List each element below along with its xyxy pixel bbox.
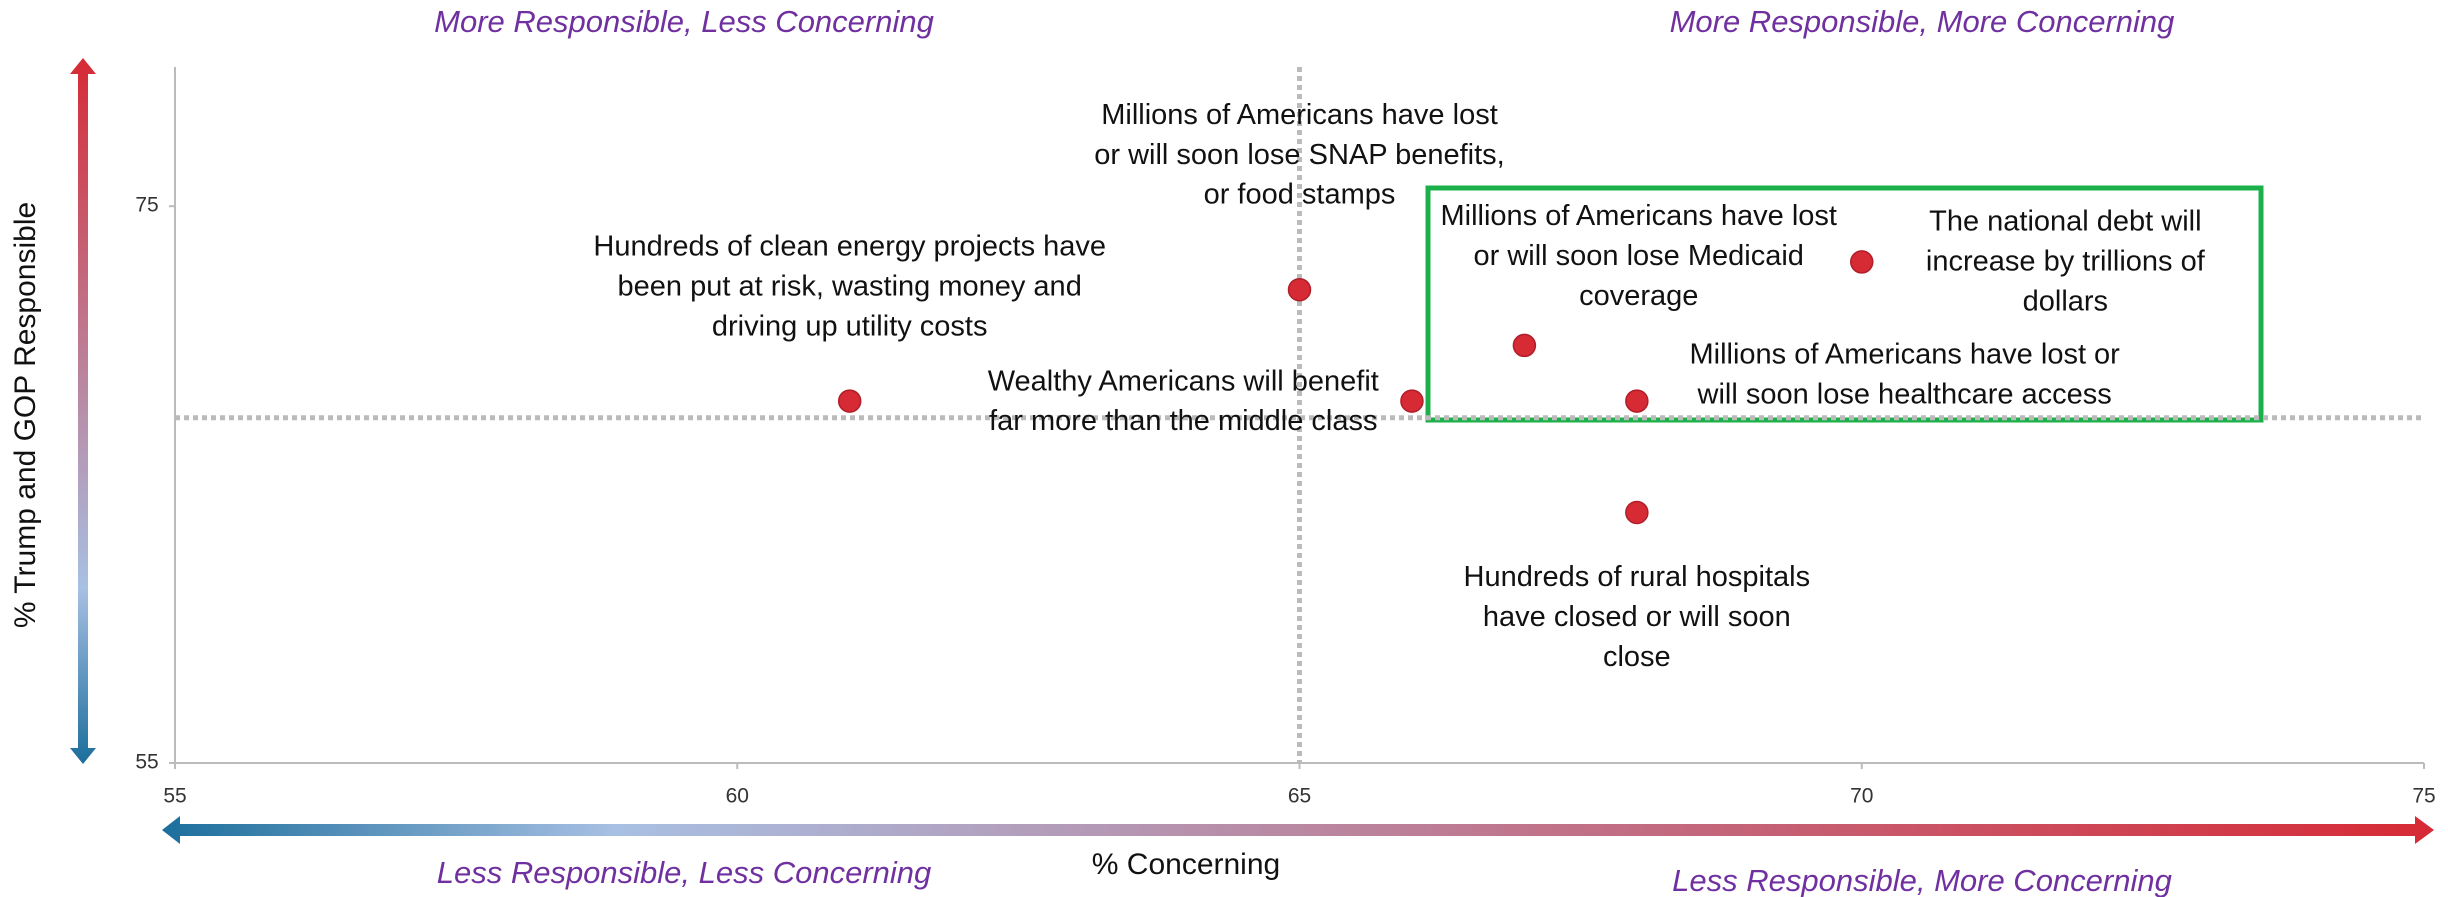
point [1625,500,1649,525]
point [837,389,862,413]
quadrant-label: More Responsible, Less Concerning [434,4,934,39]
label-line: Millions of Americans have lost or [1690,338,2121,370]
label-line: Wealthy Americans will benefit [988,365,1379,397]
point [1512,333,1537,358]
x-tick-label: 65 [1288,785,1311,808]
x-arrow [162,816,2434,844]
point-label: Hundreds of rural hospitals have closed o… [1464,561,1811,673]
label-line: coverage [1579,280,1698,312]
label-line: or food stamps [1204,178,1396,210]
point [1850,250,1874,274]
quadrant-label: Less Responsible, Less Concerning [437,855,932,890]
point [1400,389,1424,413]
label-line: far more than the middle class [989,405,1377,437]
quadrant-label: More Responsible, More Concerning [1670,4,2175,39]
point-label: Wealthy Americans will benefit far more t… [988,365,1379,437]
point-label: Hundreds of clean energy projects have be… [593,230,1106,342]
label-line: have closed or will soon [1483,601,1791,633]
point-label: Millions of Americans have lost or will s… [1094,99,1505,211]
label-line: Millions of Americans have lost [1440,200,1837,232]
label-line: will soon lose healthcare access [1697,378,2112,410]
quadrant-label: Less Responsible, More Concerning [1672,863,2172,897]
label-line: Hundreds of clean energy projects have [593,230,1106,262]
x-tick-label: 75 [2412,785,2435,808]
x-tick-label: 55 [163,785,186,808]
x-axis-title: % Concerning [1092,848,1280,881]
y-arrow [70,58,96,764]
point-label: The national debt will increase by trilli… [1926,205,2206,317]
y-tick-label: 75 [135,194,158,217]
point-label: Millions of Americans have lost or will s… [1440,200,1837,312]
y-axis-title: % Trump and GOP Responsible [9,202,42,628]
label-line: Millions of Americans have lost [1101,99,1498,131]
point [1625,389,1649,413]
x-tick-label: 60 [726,785,749,808]
point-label: Millions of Americans have lost or will s… [1690,338,2121,410]
y-tick-label: 55 [135,751,158,774]
label-line: or will soon lose Medicaid [1474,240,1804,272]
x-tick-label: 70 [1850,785,1873,808]
label-line: dollars [2023,285,2108,317]
label-line: close [1603,641,1671,673]
label-line: increase by trillions of [1926,245,2206,277]
label-line: driving up utility costs [712,310,988,342]
point [1287,277,1312,302]
label-line: or will soon lose SNAP benefits, [1094,138,1505,170]
label-line: Hundreds of rural hospitals [1464,561,1811,593]
label-line: The national debt will [1929,205,2201,237]
label-line: been put at risk, wasting money and [618,270,1082,302]
